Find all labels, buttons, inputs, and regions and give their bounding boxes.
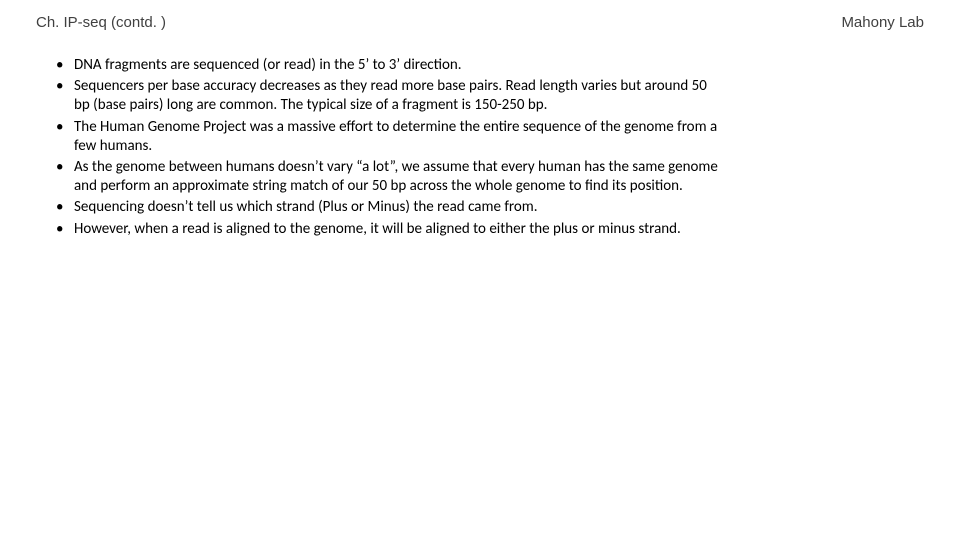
- bullet-text: However, when a read is aligned to the g…: [74, 220, 681, 238]
- list-item: • However, when a read is aligned to the …: [50, 220, 720, 239]
- list-item: • As the genome between humans doesn’t va…: [50, 158, 720, 196]
- bullet-text: As the genome between humans doesn’t var…: [74, 158, 718, 195]
- bullet-icon: •: [56, 77, 63, 96]
- bullet-icon: •: [56, 198, 63, 217]
- lab-name: Mahony Lab: [841, 14, 924, 31]
- slide-content: • DNA fragments are sequenced (or read) i…: [50, 56, 720, 241]
- bullet-icon: •: [56, 158, 63, 177]
- bullet-icon: •: [56, 118, 63, 137]
- list-item: • DNA fragments are sequenced (or read) i…: [50, 56, 720, 75]
- list-item: • Sequencing doesn’t tell us which strand…: [50, 198, 720, 217]
- bullet-text: Sequencing doesn’t tell us which strand …: [74, 198, 538, 216]
- bullet-icon: •: [56, 220, 63, 239]
- bullet-list: • DNA fragments are sequenced (or read) i…: [50, 56, 720, 239]
- bullet-text: The Human Genome Project was a massive e…: [74, 118, 717, 155]
- list-item: • The Human Genome Project was a massive …: [50, 118, 720, 156]
- bullet-text: DNA fragments are sequenced (or read) in…: [74, 56, 462, 74]
- bullet-text: Sequencers per base accuracy decreases a…: [74, 77, 707, 114]
- bullet-icon: •: [56, 56, 63, 75]
- slide: Ch. IP-seq (contd. ) Mahony Lab • DNA fra…: [0, 0, 960, 540]
- list-item: • Sequencers per base accuracy decreases …: [50, 77, 720, 115]
- slide-title: Ch. IP-seq (contd. ): [36, 14, 166, 31]
